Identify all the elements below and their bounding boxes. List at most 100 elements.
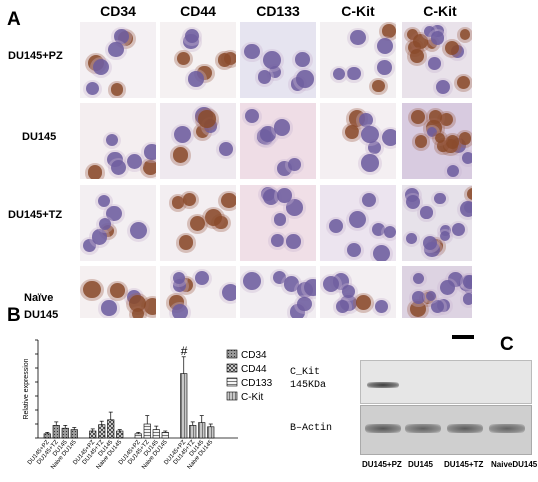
nucleus xyxy=(110,159,126,175)
nucleus xyxy=(108,41,124,58)
nucleus xyxy=(405,233,417,245)
cell xyxy=(320,274,343,296)
row-label-4: DU145 xyxy=(24,309,59,321)
cell xyxy=(425,55,444,74)
cell xyxy=(294,295,315,315)
cell xyxy=(463,185,472,203)
nucleus xyxy=(344,124,359,139)
cell xyxy=(240,269,265,293)
nucleus xyxy=(413,34,429,49)
cell xyxy=(431,190,449,208)
nucleus xyxy=(303,278,316,297)
nucleus xyxy=(98,194,111,207)
nucleus xyxy=(285,199,303,217)
cell xyxy=(83,80,103,98)
nucleus xyxy=(91,229,108,245)
cell xyxy=(364,139,384,158)
nucleus xyxy=(462,275,472,290)
cell xyxy=(407,299,429,318)
nucleus xyxy=(244,108,259,123)
bar-CD133-3 xyxy=(161,432,169,439)
nucleus xyxy=(410,301,426,317)
micrograph-r2-c3 xyxy=(320,185,396,261)
nucleus xyxy=(444,40,459,55)
cell xyxy=(459,273,472,293)
nucleus xyxy=(411,110,425,125)
cell xyxy=(408,108,428,128)
nucleus xyxy=(426,126,438,137)
cell xyxy=(123,151,145,172)
nucleus xyxy=(271,233,284,247)
bar-CD34-0 xyxy=(43,433,51,439)
cell xyxy=(372,298,392,317)
cell xyxy=(374,58,395,79)
cell xyxy=(453,74,472,93)
cell xyxy=(285,155,304,174)
cell xyxy=(369,242,394,261)
cell xyxy=(402,231,420,248)
nucleus xyxy=(110,83,124,96)
nucleus xyxy=(272,270,287,285)
micrograph-r3-c4 xyxy=(402,266,472,318)
nucleus xyxy=(361,153,379,172)
nucleus xyxy=(440,279,456,295)
legend-label-0: CD34 xyxy=(241,350,267,361)
nucleus xyxy=(437,140,449,152)
lane-label-0: DU145+PZ xyxy=(362,460,402,469)
cell xyxy=(111,26,133,47)
nucleus xyxy=(405,195,421,210)
bar-CD133-1 xyxy=(143,423,151,439)
cell xyxy=(443,162,463,179)
cell xyxy=(126,220,150,243)
cell xyxy=(423,289,440,305)
cell xyxy=(378,126,396,149)
blot-ckit xyxy=(360,360,532,404)
y-axis-label: Relative expression xyxy=(23,358,30,419)
nucleus xyxy=(126,153,142,169)
micrograph-r3-c2 xyxy=(240,266,316,318)
cell xyxy=(169,302,191,318)
cell xyxy=(98,298,120,318)
nucleus xyxy=(131,307,145,318)
nucleus xyxy=(459,29,471,40)
nucleus xyxy=(129,222,147,240)
cell xyxy=(107,281,129,301)
micrograph-r3-c0 xyxy=(80,266,156,318)
bar-C-Kit-2 xyxy=(198,422,206,439)
cell xyxy=(218,190,236,211)
cell xyxy=(180,191,200,209)
blot-actin xyxy=(360,405,532,455)
lane-label-1: DU145 xyxy=(408,460,433,469)
column-header-1: CD44 xyxy=(180,3,216,19)
band1-name: C_Kit xyxy=(290,367,321,378)
nucleus xyxy=(445,135,460,149)
nucleus xyxy=(144,298,156,316)
nucleus xyxy=(423,25,435,37)
micrograph-r1-c4 xyxy=(402,103,472,179)
nucleus xyxy=(383,225,396,238)
panel-c-letter: C xyxy=(500,334,514,355)
cell xyxy=(191,269,212,289)
cell xyxy=(459,149,472,167)
bar-C-Kit-0 xyxy=(180,373,188,439)
cell xyxy=(89,56,112,78)
cell xyxy=(171,124,195,147)
cell xyxy=(455,130,472,149)
micrograph-r0-c1 xyxy=(160,22,236,98)
cell xyxy=(428,29,448,48)
cell xyxy=(347,27,369,49)
cell xyxy=(379,22,396,42)
nucleus xyxy=(286,234,301,250)
cell xyxy=(449,221,469,240)
nucleus xyxy=(263,51,281,69)
cell xyxy=(417,204,436,222)
cell xyxy=(214,51,235,70)
nucleus xyxy=(171,196,185,209)
nucleus xyxy=(412,272,425,285)
nucleus xyxy=(360,125,379,144)
nucleus xyxy=(198,110,216,128)
nucleus xyxy=(257,70,272,84)
nucleus xyxy=(377,60,392,76)
cell xyxy=(436,228,454,244)
